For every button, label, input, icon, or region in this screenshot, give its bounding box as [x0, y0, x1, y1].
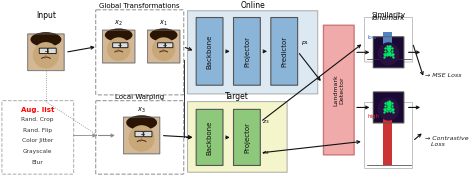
Text: Input: Input: [36, 11, 56, 20]
Text: → MSE Loss: → MSE Loss: [425, 73, 461, 78]
FancyBboxPatch shape: [196, 18, 223, 85]
Text: $x_3$: $x_3$: [137, 106, 146, 115]
Text: Online: Online: [240, 1, 265, 10]
Ellipse shape: [105, 28, 133, 42]
Text: $z_3$: $z_3$: [262, 118, 270, 126]
FancyBboxPatch shape: [123, 117, 160, 154]
Text: Landmark
Detector: Landmark Detector: [333, 74, 344, 106]
FancyBboxPatch shape: [234, 18, 260, 85]
Text: Rand. Flip: Rand. Flip: [23, 128, 52, 133]
Text: Grayscale: Grayscale: [23, 149, 52, 154]
FancyBboxPatch shape: [28, 34, 64, 71]
Text: landmark: landmark: [372, 15, 405, 21]
Text: high: high: [367, 114, 380, 119]
Ellipse shape: [128, 125, 155, 152]
Ellipse shape: [30, 32, 62, 47]
Text: low: low: [367, 35, 377, 40]
FancyBboxPatch shape: [39, 48, 47, 54]
Bar: [383, 112, 392, 165]
FancyBboxPatch shape: [165, 43, 173, 48]
Ellipse shape: [126, 115, 157, 130]
Text: Similarity: Similarity: [372, 12, 406, 18]
Text: $x_2$: $x_2$: [114, 19, 123, 28]
Text: → Contrastive
   Loss: → Contrastive Loss: [425, 136, 468, 147]
Text: Blur: Blur: [31, 160, 43, 165]
Text: Predictor: Predictor: [281, 36, 287, 67]
Text: Projector: Projector: [244, 36, 250, 67]
Text: Local Warping: Local Warping: [115, 94, 164, 100]
FancyBboxPatch shape: [196, 109, 223, 165]
FancyBboxPatch shape: [365, 18, 412, 62]
Text: Backbone: Backbone: [207, 120, 212, 155]
Text: Target: Target: [226, 92, 249, 101]
FancyBboxPatch shape: [373, 37, 404, 68]
FancyBboxPatch shape: [373, 92, 404, 123]
FancyBboxPatch shape: [120, 43, 128, 48]
FancyBboxPatch shape: [102, 30, 135, 63]
Text: Aug. list: Aug. list: [20, 107, 54, 113]
Text: Rand. Crop: Rand. Crop: [21, 117, 54, 122]
Text: Color Jitter: Color Jitter: [22, 138, 53, 143]
Ellipse shape: [152, 37, 175, 61]
Ellipse shape: [378, 97, 399, 121]
Text: Global Transformations: Global Transformations: [100, 3, 180, 9]
Ellipse shape: [378, 42, 399, 66]
FancyBboxPatch shape: [113, 43, 120, 48]
Text: $p_1$: $p_1$: [301, 40, 310, 47]
Text: $z_2$: $z_2$: [262, 149, 270, 157]
FancyBboxPatch shape: [158, 43, 165, 48]
FancyBboxPatch shape: [234, 109, 260, 165]
Bar: [383, 32, 392, 59]
FancyBboxPatch shape: [144, 131, 152, 137]
Ellipse shape: [33, 42, 59, 69]
Text: Projector: Projector: [244, 122, 250, 153]
FancyBboxPatch shape: [365, 103, 412, 168]
FancyBboxPatch shape: [147, 30, 180, 63]
FancyBboxPatch shape: [323, 25, 354, 155]
FancyBboxPatch shape: [188, 11, 318, 94]
FancyBboxPatch shape: [271, 18, 298, 85]
Text: Backbone: Backbone: [207, 34, 212, 69]
Ellipse shape: [150, 28, 177, 42]
FancyBboxPatch shape: [48, 48, 56, 54]
FancyBboxPatch shape: [135, 131, 143, 137]
Text: $x_1$: $x_1$: [159, 19, 168, 28]
Ellipse shape: [107, 37, 130, 61]
FancyBboxPatch shape: [188, 102, 287, 172]
